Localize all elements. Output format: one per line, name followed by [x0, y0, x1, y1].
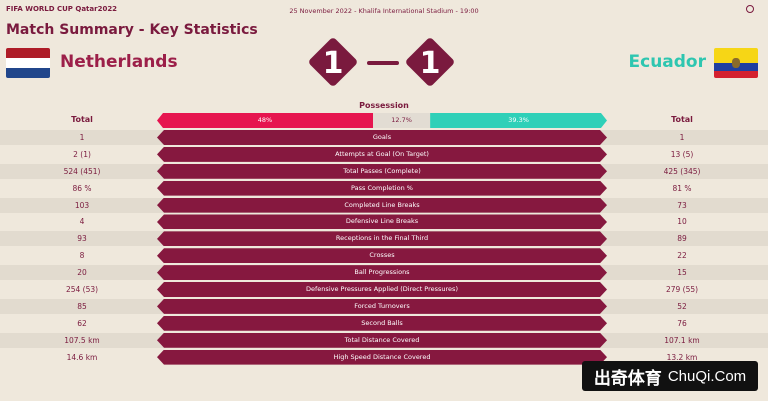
- possession-bar: 48% 12.7% 39.3%: [157, 113, 607, 128]
- home-possession: 48%: [157, 113, 373, 128]
- stat-label: Total Distance Covered: [157, 333, 607, 348]
- stat-row: 524 (451) Total Passes (Complete) 425 (345…: [0, 163, 768, 180]
- stat-row: 62 Second Balls 76: [0, 315, 768, 332]
- stat-row: 103 Completed Line Breaks 73: [0, 197, 768, 214]
- away-possession: 39.3%: [430, 113, 607, 128]
- stat-label: Completed Line Breaks: [157, 198, 607, 213]
- home-stat-value: 2 (1): [73, 149, 91, 159]
- away-stat-value: 81 %: [672, 183, 692, 193]
- away-stat-value: 1: [679, 133, 685, 142]
- stat-row: 107.5 km Total Distance Covered 107.1 km: [0, 332, 768, 349]
- stat-label: Goals: [157, 130, 607, 145]
- stat-label: Receptions in the Final Third: [157, 231, 607, 246]
- stat-row: 1 Goals 1: [0, 129, 768, 146]
- home-stat-value: 93: [77, 234, 87, 244]
- match-info: 25 November 2022 - Khalifa International…: [289, 7, 479, 15]
- stat-label: Total Passes (Complete): [157, 164, 607, 179]
- away-stat-value: 52: [677, 301, 687, 311]
- away-stat-value: 15: [677, 268, 687, 278]
- away-total-header: Total: [671, 115, 693, 124]
- home-stat-value: 107.5 km: [64, 335, 100, 345]
- watermark-cn: 出奇体育: [593, 368, 662, 389]
- away-stat-value: 107.1 km: [664, 335, 700, 345]
- away-stat-value: 13.2 km: [666, 352, 698, 362]
- world-cup-logo: FIFA WORLD CUP Qatar2022: [6, 5, 118, 13]
- stat-label: Attempts at Goal (On Target): [157, 147, 607, 162]
- away-stat-value: 73: [677, 200, 687, 210]
- watermark: 出奇体育 ChuQi.Com: [582, 361, 758, 391]
- stat-row: 85 Forced Turnovers 52: [0, 298, 768, 315]
- score-separator: [367, 61, 399, 65]
- home-stat-value: 14.6 km: [66, 352, 98, 362]
- home-stat-value: 1: [79, 133, 85, 142]
- home-stat-value: 524 (451): [63, 166, 101, 176]
- stat-row: 4 Defensive Line Breaks 10: [0, 213, 768, 230]
- possession-label: Possession: [359, 101, 409, 110]
- stat-row: 8 Crosses 22: [0, 247, 768, 264]
- stat-row: 86 % Pass Completion % 81 %: [0, 180, 768, 197]
- top-bar: FIFA WORLD CUP Qatar2022 25 November 202…: [0, 0, 768, 18]
- away-stat-value: 425 (345): [663, 166, 701, 176]
- home-stat-value: 8: [79, 251, 85, 261]
- home-stat-value: 86 %: [72, 183, 92, 193]
- home-stat-value: 103: [74, 200, 90, 210]
- stat-label: Defensive Pressures Applied (Direct Pres…: [157, 282, 607, 297]
- home-stat-value: 254 (53): [65, 285, 99, 295]
- away-stat-value: 89: [677, 234, 687, 244]
- watermark-en: ChuQi.Com: [667, 367, 747, 385]
- stat-row: 14.6 km High Speed Distance Covered 13.2 k…: [0, 349, 768, 366]
- away-stat-value: 13 (5): [670, 149, 694, 159]
- netherlands-flag-icon: [6, 48, 50, 78]
- home-total-header: Total: [71, 115, 93, 124]
- away-stat-value: 22: [677, 251, 687, 261]
- away-score: 1: [419, 46, 441, 81]
- away-stat-value: 279 (55): [665, 285, 699, 295]
- stat-row: 254 (53) Defensive Pressures Applied (Dir…: [0, 281, 768, 298]
- away-team-name: Ecuador: [628, 52, 707, 72]
- ecuador-flag-icon: [714, 48, 758, 78]
- away-stat-value: 10: [677, 217, 687, 227]
- page-title: Match Summary - Key Statistics: [6, 22, 258, 38]
- home-stat-value: 4: [79, 217, 85, 227]
- stats-table: 1 Goals 1 2 (1) Attempts at Goal (On Target)…: [0, 129, 768, 365]
- home-stat-value: 20: [77, 268, 87, 278]
- stat-row: 2 (1) Attempts at Goal (On Target) 13 (5): [0, 146, 768, 163]
- stat-label: Ball Progressions: [157, 265, 607, 280]
- stat-label: Forced Turnovers: [157, 299, 607, 314]
- stat-label: Defensive Line Breaks: [157, 214, 607, 229]
- stat-row: 93 Receptions in the Final Third 89: [0, 230, 768, 247]
- stat-row: 20 Ball Progressions 15: [0, 264, 768, 281]
- away-stat-value: 76: [677, 318, 687, 328]
- stat-label: Pass Completion %: [157, 181, 607, 196]
- stat-label: Crosses: [157, 248, 607, 263]
- stat-label: High Speed Distance Covered: [157, 350, 607, 365]
- contested-possession: 12.7%: [373, 113, 431, 128]
- home-stat-value: 62: [77, 318, 87, 328]
- stat-label: Second Balls: [157, 316, 607, 331]
- home-team-name: Netherlands: [60, 52, 178, 72]
- home-stat-value: 85: [77, 301, 87, 311]
- globe-icon[interactable]: [746, 5, 754, 13]
- home-score: 1: [322, 46, 344, 81]
